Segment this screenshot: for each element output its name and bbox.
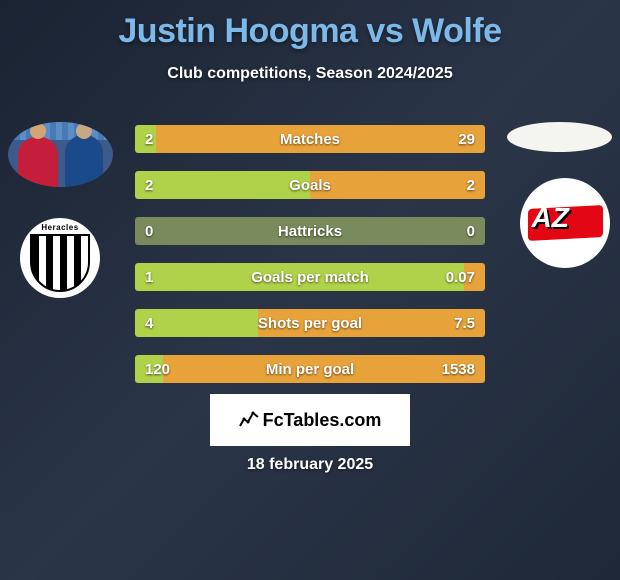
club-left-name: Heracles <box>30 223 90 232</box>
stat-label: Hattricks <box>135 217 485 245</box>
stat-row: Shots per goal4 7.5 <box>135 309 485 337</box>
stat-row: Matches2 29 <box>135 125 485 153</box>
player-photo-left <box>8 122 113 187</box>
comparison-subtitle: Club competitions, Season 2024/2025 <box>0 65 620 83</box>
stat-value-right: 0.07 <box>446 263 475 291</box>
stat-value-right: 0 <box>467 217 475 245</box>
stat-value-right: 2 <box>467 171 475 199</box>
stat-label: Goals per match <box>135 263 485 291</box>
stat-label: Matches <box>135 125 485 153</box>
watermark-text: FcTables.com <box>263 410 382 431</box>
watermark: FcTables.com <box>210 394 410 446</box>
stat-row: Hattricks0 0 <box>135 217 485 245</box>
stat-label: Min per goal <box>135 355 485 383</box>
stat-label: Shots per goal <box>135 309 485 337</box>
club-right-name: AZ <box>532 202 569 234</box>
stat-row: Goals per match1 0.07 <box>135 263 485 291</box>
stat-value-left: 2 <box>145 171 153 199</box>
stat-value-right: 29 <box>458 125 475 153</box>
stat-row: Goals2 2 <box>135 171 485 199</box>
stat-value-left: 1 <box>145 263 153 291</box>
comparison-date: 18 february 2025 <box>0 456 620 474</box>
club-logo-left: Heracles <box>20 218 100 298</box>
stat-value-left: 0 <box>145 217 153 245</box>
player-photo-right <box>507 122 612 152</box>
stat-value-right: 7.5 <box>454 309 475 337</box>
club-logo-right: AZ <box>520 178 610 268</box>
stat-value-right: 1538 <box>442 355 475 383</box>
stat-value-left: 120 <box>145 355 170 383</box>
comparison-title: Justin Hoogma vs Wolfe <box>0 0 620 51</box>
stat-value-left: 4 <box>145 309 153 337</box>
stat-value-left: 2 <box>145 125 153 153</box>
stat-row: Min per goal120 1538 <box>135 355 485 383</box>
stats-container: Matches229Goals22Hattricks00Goals per ma… <box>135 125 485 401</box>
stat-label: Goals <box>135 171 485 199</box>
chart-icon <box>239 409 259 432</box>
